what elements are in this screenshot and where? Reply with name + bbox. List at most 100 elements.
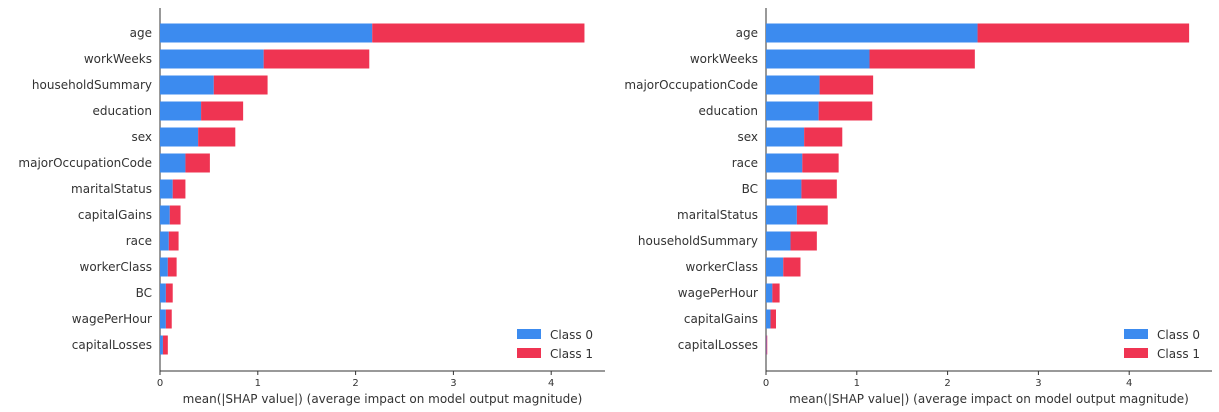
bar-class-1-maritalStatus (172, 179, 186, 199)
bar-class-1-capitalLosses (162, 335, 168, 355)
category-label: sex (131, 130, 152, 144)
chart-panel-1: age workWeeks householdSummary education sex… (18, 8, 605, 406)
bar-class-0-workWeeks (160, 49, 264, 69)
bar-class-1-education (201, 101, 244, 121)
x-tick-label: 1 (255, 378, 261, 389)
category-label: age (736, 26, 758, 40)
bar-class-0-majorOccupationCode (160, 153, 186, 173)
bar-class-1-workerClass (783, 257, 801, 277)
bar-class-0-workerClass (160, 257, 168, 277)
legend-swatch-class-0 (517, 329, 541, 339)
bar-class-1-age (372, 23, 585, 43)
category-label: householdSummary (638, 234, 758, 248)
bar-class-1-sex (804, 127, 843, 147)
x-tick-label: 2 (352, 378, 358, 389)
category-label: education (698, 104, 758, 118)
category-label: maritalStatus (71, 182, 152, 196)
category-label: workerClass (686, 260, 759, 274)
bar-class-0-workerClass (766, 257, 784, 277)
bar-class-0-BC (160, 283, 166, 303)
bar-class-1-BC (801, 179, 837, 199)
bar-class-1-majorOccupationCode (819, 75, 874, 95)
bar-class-0-maritalStatus (160, 179, 173, 199)
bar-class-1-wagePerHour (165, 309, 172, 329)
bar-class-0-capitalLosses (160, 335, 163, 355)
bar-class-1-capitalGains (169, 205, 181, 225)
category-label: workerClass (80, 260, 153, 274)
category-label: capitalLosses (72, 338, 152, 352)
chart-panel-2: age workWeeks majorOccupationCode education… (624, 8, 1212, 406)
x-axis-title: mean(|SHAP value|) (average impact on mo… (789, 392, 1189, 406)
bar-class-1-majorOccupationCode (185, 153, 210, 173)
category-label: wagePerHour (678, 286, 758, 300)
bar-class-0-capitalGains (160, 205, 170, 225)
legend-swatch-class-1 (1124, 348, 1148, 358)
x-tick-label: 1 (854, 378, 860, 389)
legend-label: Class 1 (550, 347, 593, 361)
bar-class-1-workWeeks (263, 49, 370, 69)
bar-class-1-householdSummary (213, 75, 268, 95)
bar-class-0-BC (766, 179, 802, 199)
bar-class-0-maritalStatus (766, 205, 797, 225)
category-label: maritalStatus (677, 208, 758, 222)
bar-class-1-capitalGains (770, 309, 776, 329)
bar-class-1-maritalStatus (796, 205, 828, 225)
legend-swatch-class-1 (517, 348, 541, 358)
legend-label: Class 0 (1157, 328, 1200, 342)
bar-class-1-sex (198, 127, 236, 147)
category-label: wagePerHour (72, 312, 152, 326)
bar-class-1-race (168, 231, 179, 251)
category-label: age (130, 26, 152, 40)
x-tick-label: 3 (1035, 378, 1041, 389)
category-label: householdSummary (32, 78, 152, 92)
x-tick-label: 0 (763, 378, 769, 389)
category-label: majorOccupationCode (18, 156, 152, 170)
category-label: sex (737, 130, 758, 144)
bar-class-1-race (802, 153, 839, 173)
bar-class-0-education (160, 101, 202, 121)
category-label: BC (742, 182, 758, 196)
bar-class-1-wagePerHour (772, 283, 780, 303)
category-label: race (126, 234, 152, 248)
bar-class-0-householdSummary (766, 231, 791, 251)
x-tick-label: 4 (548, 378, 554, 389)
bar-class-1-education (818, 101, 873, 121)
category-label: race (732, 156, 758, 170)
bar-class-0-workWeeks (766, 49, 870, 69)
category-label: education (92, 104, 152, 118)
bar-class-0-wagePerHour (160, 309, 166, 329)
legend-label: Class 0 (550, 328, 593, 342)
x-tick-label: 0 (157, 378, 163, 389)
category-label: capitalGains (684, 312, 758, 326)
bar-class-0-age (160, 23, 373, 43)
bar-class-0-wagePerHour (766, 283, 773, 303)
bar-class-0-sex (160, 127, 199, 147)
bar-class-1-age (977, 23, 1190, 43)
category-label: capitalGains (78, 208, 152, 222)
category-label: capitalLosses (678, 338, 758, 352)
bar-class-1-workWeeks (869, 49, 975, 69)
category-label: majorOccupationCode (624, 78, 758, 92)
bar-class-1-householdSummary (790, 231, 817, 251)
bar-class-0-majorOccupationCode (766, 75, 820, 95)
bar-class-0-race (160, 231, 169, 251)
legend-swatch-class-0 (1124, 329, 1148, 339)
bar-class-0-age (766, 23, 978, 43)
bar-class-1-BC (165, 283, 173, 303)
bar-class-1-workerClass (167, 257, 177, 277)
x-tick-label: 2 (944, 378, 950, 389)
legend-label: Class 1 (1157, 347, 1200, 361)
category-label: workWeeks (84, 52, 152, 66)
bar-class-0-householdSummary (160, 75, 214, 95)
bar-class-0-race (766, 153, 803, 173)
bar-class-0-education (766, 101, 819, 121)
x-tick-label: 3 (450, 378, 456, 389)
x-axis-title: mean(|SHAP value|) (average impact on mo… (183, 392, 583, 406)
bar-class-1-capitalLosses (766, 335, 768, 355)
bar-class-0-capitalLosses (766, 335, 767, 355)
bar-class-0-capitalGains (766, 309, 771, 329)
category-label: BC (136, 286, 152, 300)
category-label: workWeeks (690, 52, 758, 66)
bar-class-0-sex (766, 127, 805, 147)
